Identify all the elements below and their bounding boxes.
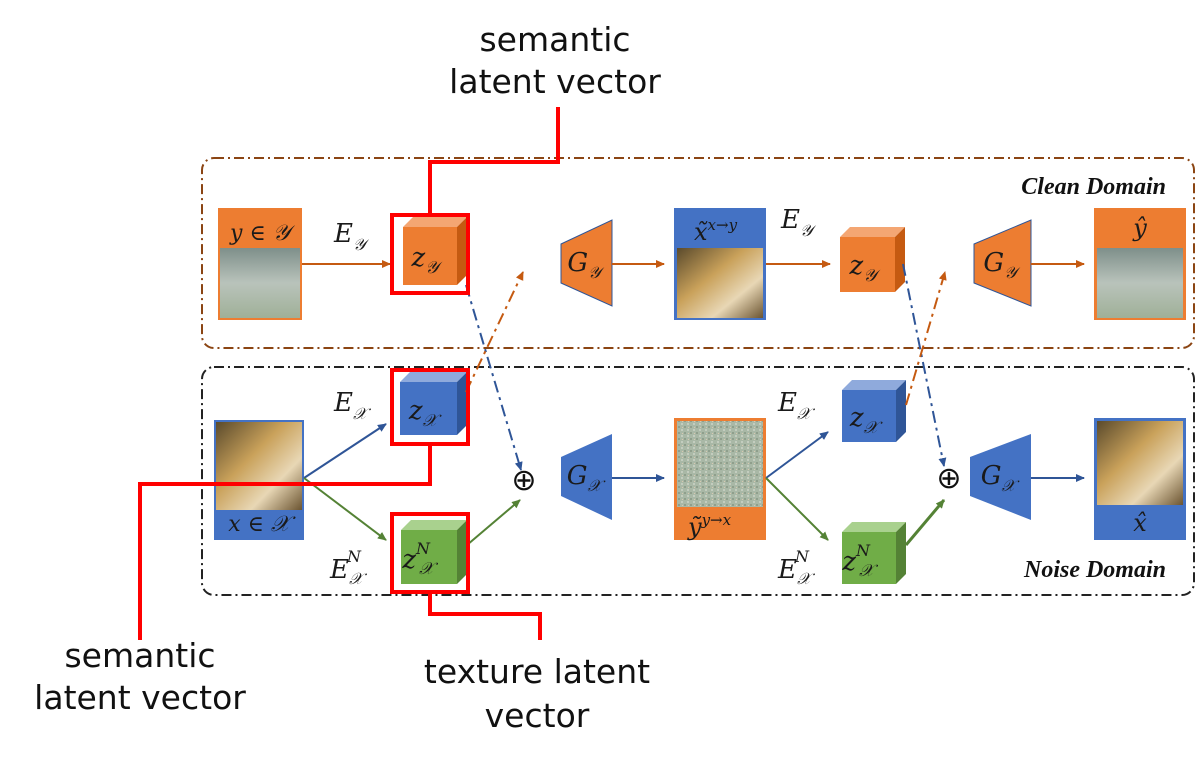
latent-cube-z-x-n-2: zN 𝒳: [841, 522, 906, 584]
noise-input-image: x ∈ 𝒳: [214, 420, 304, 540]
cross-arrow-zx2-to-gy2: [905, 271, 947, 406]
callout-bottom-left-line-2: latent vector: [34, 678, 246, 717]
translated-noise-label: ỹy→x: [687, 511, 732, 541]
clean-output-label: ŷ: [1132, 214, 1147, 242]
latent-cube-z-y-2: z𝒴: [840, 227, 905, 292]
combine-symbol-2: ⊕: [936, 461, 961, 496]
generator-g-x-2: G𝒳: [970, 434, 1031, 520]
cross-arrow-zy2-to-combine: [902, 263, 947, 467]
encoder-label-e-x-2: E𝒳: [777, 388, 816, 423]
translated-noise-image: ỹy→x: [674, 418, 766, 541]
generator-g-y-1: G𝒴: [560, 219, 613, 307]
clean-input-label: y ∈ 𝒴: [229, 221, 296, 246]
noise-output-label: x̂: [1133, 509, 1147, 537]
callout-line-bottom-center: [428, 592, 542, 640]
cross-arrow-zy1-to-combine: [465, 284, 523, 471]
translated-clean-label: x̃x→y: [694, 216, 738, 246]
noise-output-image: x̂: [1094, 418, 1186, 540]
combine-symbol-1: ⊕: [511, 463, 536, 498]
cross-arrow-zx1-to-gy1: [465, 271, 524, 393]
arrow-noise-encode-semantic-2: [765, 431, 829, 479]
encoder-label-e-x-n-2: EN 𝒳: [777, 547, 816, 588]
latent-cube-z-x-n-1: zN 𝒳: [401, 520, 467, 584]
encoder-label-e-y-2: E𝒴: [780, 205, 817, 240]
callout-bottom-center-line-1: texture latent: [424, 652, 650, 691]
callout-bottom-left-line-1: semantic: [64, 636, 215, 675]
arrow-zxn2-to-combine: [904, 499, 946, 546]
encoder-label-e-x-n-1: EN 𝒳: [329, 547, 368, 588]
latent-cube-z-x-2: z𝒳: [842, 380, 906, 442]
callout-line-bottom-left: [138, 444, 432, 640]
arrow-noise-encode-semantic-1: [303, 423, 387, 479]
arrow-zxn1-to-combine: [466, 499, 521, 546]
callout-top-line-2: latent vector: [449, 62, 661, 101]
noise-domain-frame: [201, 366, 1195, 596]
arrow-noise-encode-texture-2: [765, 477, 829, 541]
clean-input-image: y ∈ 𝒴: [218, 208, 302, 320]
generator-g-y-2: G𝒴: [973, 219, 1032, 307]
arrow-noise-encode-texture-1: [303, 477, 387, 541]
callout-top-line-1: semantic: [479, 20, 630, 59]
clean-domain-label: Clean Domain: [1021, 174, 1166, 200]
clean-domain-frame: [201, 157, 1195, 349]
encoder-label-e-x-1: E𝒳: [333, 388, 372, 423]
latent-cube-z-y-1: z𝒴: [403, 217, 467, 285]
generator-g-x-1: G𝒳: [561, 434, 612, 520]
callout-bottom-center-line-2: vector: [485, 696, 590, 735]
noise-domain-label: Noise Domain: [1023, 557, 1166, 583]
encoder-label-e-y-1: E𝒴: [333, 219, 370, 254]
noise-input-label: x ∈ 𝒳: [228, 512, 296, 537]
translated-clean-image: x̃x→y: [674, 208, 766, 320]
callout-line-top: [428, 107, 560, 215]
clean-output-image: ŷ: [1094, 208, 1186, 320]
latent-cube-z-x-1: z𝒳: [400, 372, 467, 435]
